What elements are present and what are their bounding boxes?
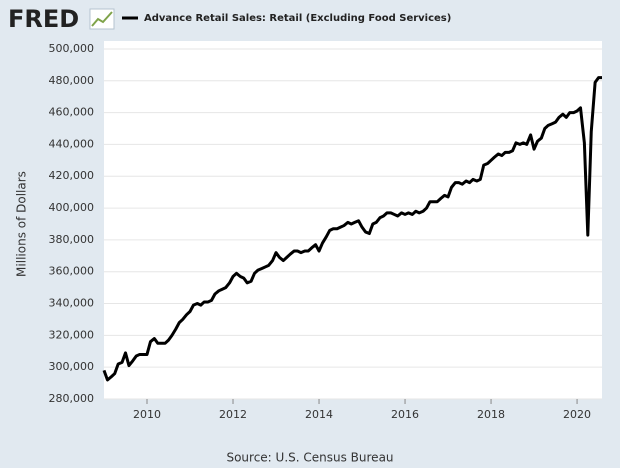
series-line xyxy=(102,76,602,382)
x-tick-label: 2012 xyxy=(219,408,247,421)
y-tick-label: 360,000 xyxy=(49,265,95,278)
logo-icon xyxy=(89,8,115,30)
y-tick-label: 340,000 xyxy=(49,297,95,310)
y-tick-label: 380,000 xyxy=(49,233,95,246)
y-axis-label: Millions of Dollars xyxy=(15,171,29,277)
x-tick-label: 2010 xyxy=(133,408,161,421)
x-tick-label: 2016 xyxy=(391,408,419,421)
y-tick-label: 420,000 xyxy=(49,169,95,182)
y-tick-label: 480,000 xyxy=(49,74,95,87)
y-tick-label: 320,000 xyxy=(49,328,95,341)
x-tick-label: 2014 xyxy=(305,408,333,421)
y-tick-label: 300,000 xyxy=(49,360,95,373)
source: Source: U.S. Census Bureau xyxy=(226,451,393,465)
y-tick-label: 400,000 xyxy=(49,201,95,214)
plot-area xyxy=(104,41,602,399)
y-tick-label: 280,000 xyxy=(49,392,95,405)
y-tick-label: 460,000 xyxy=(49,106,95,119)
y-tick-label: 440,000 xyxy=(49,137,95,150)
x-tick-label: 2020 xyxy=(563,408,591,421)
x-tick-label: 2018 xyxy=(477,408,505,421)
legend-label: Advance Retail Sales: Retail (Excluding … xyxy=(144,13,451,24)
logo: FRED xyxy=(8,5,79,33)
y-tick-label: 500,000 xyxy=(49,42,95,55)
